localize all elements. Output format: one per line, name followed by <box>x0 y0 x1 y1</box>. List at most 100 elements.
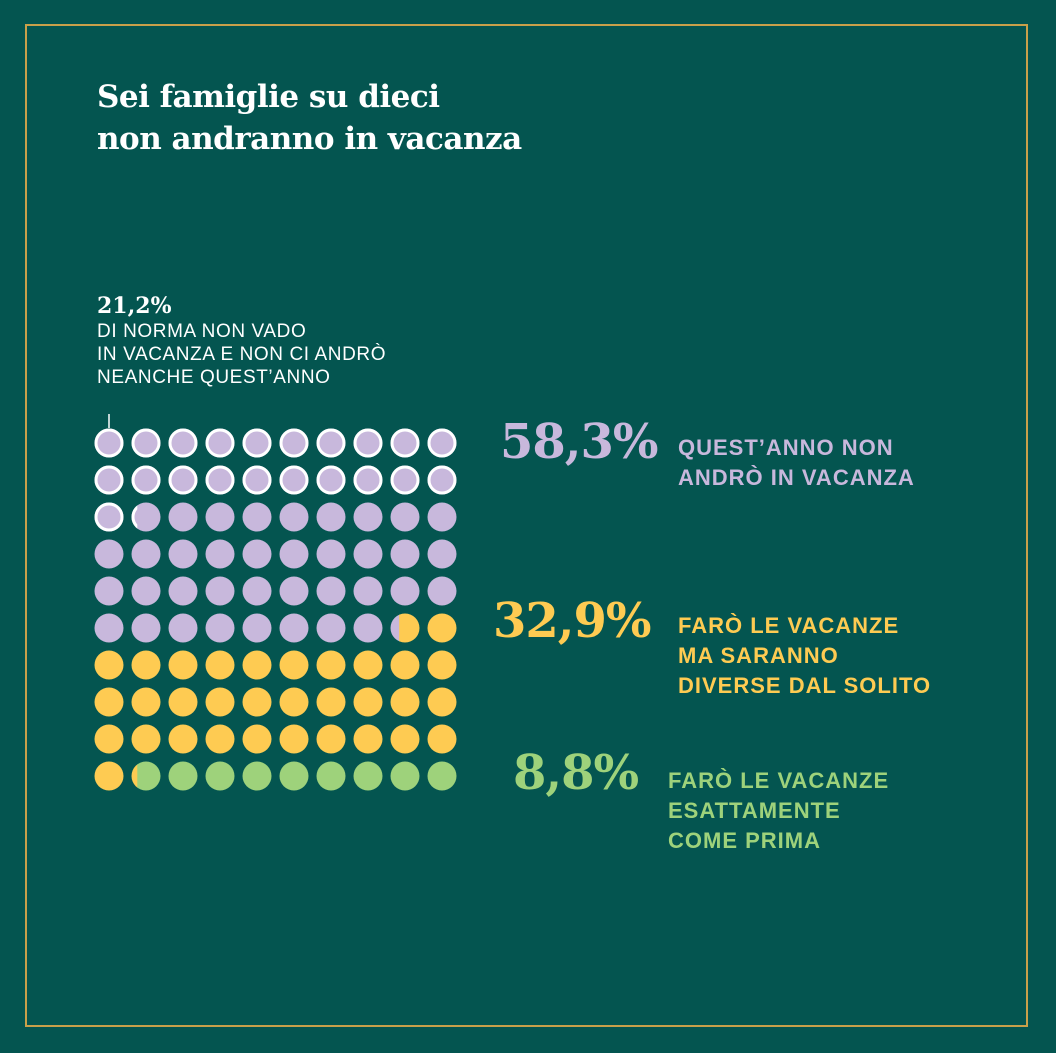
waffle-dot <box>205 613 235 643</box>
waffle-dot <box>390 428 420 458</box>
waffle-dot <box>94 687 124 717</box>
annotation-line: IN VACANZA E NON CI ANDRÒ <box>97 344 387 365</box>
series-3-label-line: COME PRIMA <box>668 828 821 853</box>
series-1-label-line: ANDRÒ IN VACANZA <box>678 465 915 490</box>
waffle-dot <box>316 428 346 458</box>
waffle-dot <box>316 465 346 495</box>
waffle-dot <box>131 724 161 754</box>
waffle-dot <box>242 687 272 717</box>
waffle-dot <box>353 465 383 495</box>
waffle-dot <box>390 576 420 606</box>
waffle-dot <box>205 761 235 791</box>
series-1-label: QUEST’ANNO NON ANDRÒ IN VACANZA <box>678 433 915 493</box>
waffle-dot <box>353 687 383 717</box>
waffle-dot <box>316 724 346 754</box>
waffle-dot <box>242 428 272 458</box>
waffle-dot <box>390 539 420 569</box>
series-3-label: FARÒ LE VACANZE ESATTAMENTE COME PRIMA <box>668 766 889 856</box>
waffle-dot <box>94 613 124 643</box>
waffle-dot <box>131 428 161 458</box>
waffle-dot <box>390 761 420 791</box>
waffle-dot <box>131 761 161 791</box>
waffle-dot <box>353 539 383 569</box>
waffle-dot <box>427 428 457 458</box>
waffle-dot <box>131 465 161 495</box>
waffle-dot <box>390 465 420 495</box>
waffle-dot <box>353 502 383 532</box>
waffle-dot <box>279 687 309 717</box>
waffle-dot <box>168 761 198 791</box>
waffle-dot <box>279 650 309 680</box>
waffle-dot <box>427 576 457 606</box>
border-frame <box>25 24 1028 1027</box>
waffle-dot <box>168 650 198 680</box>
waffle-dot <box>353 724 383 754</box>
waffle-dot <box>427 613 457 643</box>
waffle-dot <box>131 539 161 569</box>
waffle-dot <box>427 502 457 532</box>
waffle-dot <box>94 502 124 532</box>
waffle-dot <box>390 613 420 643</box>
annotation-line: NEANCHE QUEST’ANNO <box>97 367 331 388</box>
annotation-value: 21,2% <box>97 293 172 319</box>
waffle-dot <box>316 539 346 569</box>
waffle-dot <box>94 428 124 458</box>
waffle-dot <box>168 428 198 458</box>
title-line: non andranno in vacanza <box>97 121 522 157</box>
waffle-dot <box>279 613 309 643</box>
waffle-dot <box>316 761 346 791</box>
waffle-dot <box>279 465 309 495</box>
waffle-dot <box>94 724 124 754</box>
waffle-dot <box>242 650 272 680</box>
series-2-label-line: MA SARANNO <box>678 643 839 668</box>
waffle-dot <box>353 428 383 458</box>
waffle-dot <box>242 613 272 643</box>
waffle-dot <box>168 613 198 643</box>
waffle-dot <box>205 687 235 717</box>
waffle-dot <box>427 650 457 680</box>
waffle-dot <box>168 539 198 569</box>
waffle-dot <box>279 502 309 532</box>
waffle-dot <box>168 502 198 532</box>
waffle-dot <box>94 539 124 569</box>
waffle-dot <box>279 539 309 569</box>
waffle-dot <box>390 724 420 754</box>
series-2-label-line: FARÒ LE VACANZE <box>678 613 900 638</box>
waffle-dot <box>242 539 272 569</box>
waffle-dot <box>390 687 420 717</box>
waffle-dot <box>205 539 235 569</box>
waffle-dot <box>168 724 198 754</box>
waffle-dot <box>131 613 161 643</box>
waffle-dot <box>94 576 124 606</box>
waffle-dot <box>242 502 272 532</box>
series-2-label: FARÒ LE VACANZE MA SARANNO DIVERSE DAL S… <box>678 611 931 701</box>
waffle-dot <box>242 724 272 754</box>
waffle-dot <box>205 502 235 532</box>
waffle-dot <box>242 761 272 791</box>
waffle-dot <box>316 650 346 680</box>
waffle-dot <box>168 465 198 495</box>
waffle-dot <box>427 761 457 791</box>
waffle-dot <box>353 761 383 791</box>
series-1-label-line: QUEST’ANNO NON <box>678 435 894 460</box>
annotation-block: 21,2% DI NORMA NON VADO IN VACANZA E NON… <box>97 292 386 389</box>
waffle-dot <box>242 465 272 495</box>
waffle-dot <box>353 650 383 680</box>
series-3-label-line: ESATTAMENTE <box>668 798 841 823</box>
waffle-dot <box>94 650 124 680</box>
waffle-dot <box>427 687 457 717</box>
waffle-dot <box>242 576 272 606</box>
waffle-dot <box>94 465 124 495</box>
annotation-line: DI NORMA NON VADO <box>97 321 307 342</box>
waffle-dot <box>131 687 161 717</box>
waffle-dot <box>390 650 420 680</box>
waffle-dot <box>168 687 198 717</box>
waffle-dot <box>427 465 457 495</box>
waffle-dot <box>131 576 161 606</box>
annotation-text: DI NORMA NON VADO IN VACANZA E NON CI AN… <box>97 320 386 389</box>
waffle-dot <box>168 576 198 606</box>
waffle-dot <box>353 613 383 643</box>
waffle-dot <box>279 724 309 754</box>
waffle-dot <box>427 724 457 754</box>
